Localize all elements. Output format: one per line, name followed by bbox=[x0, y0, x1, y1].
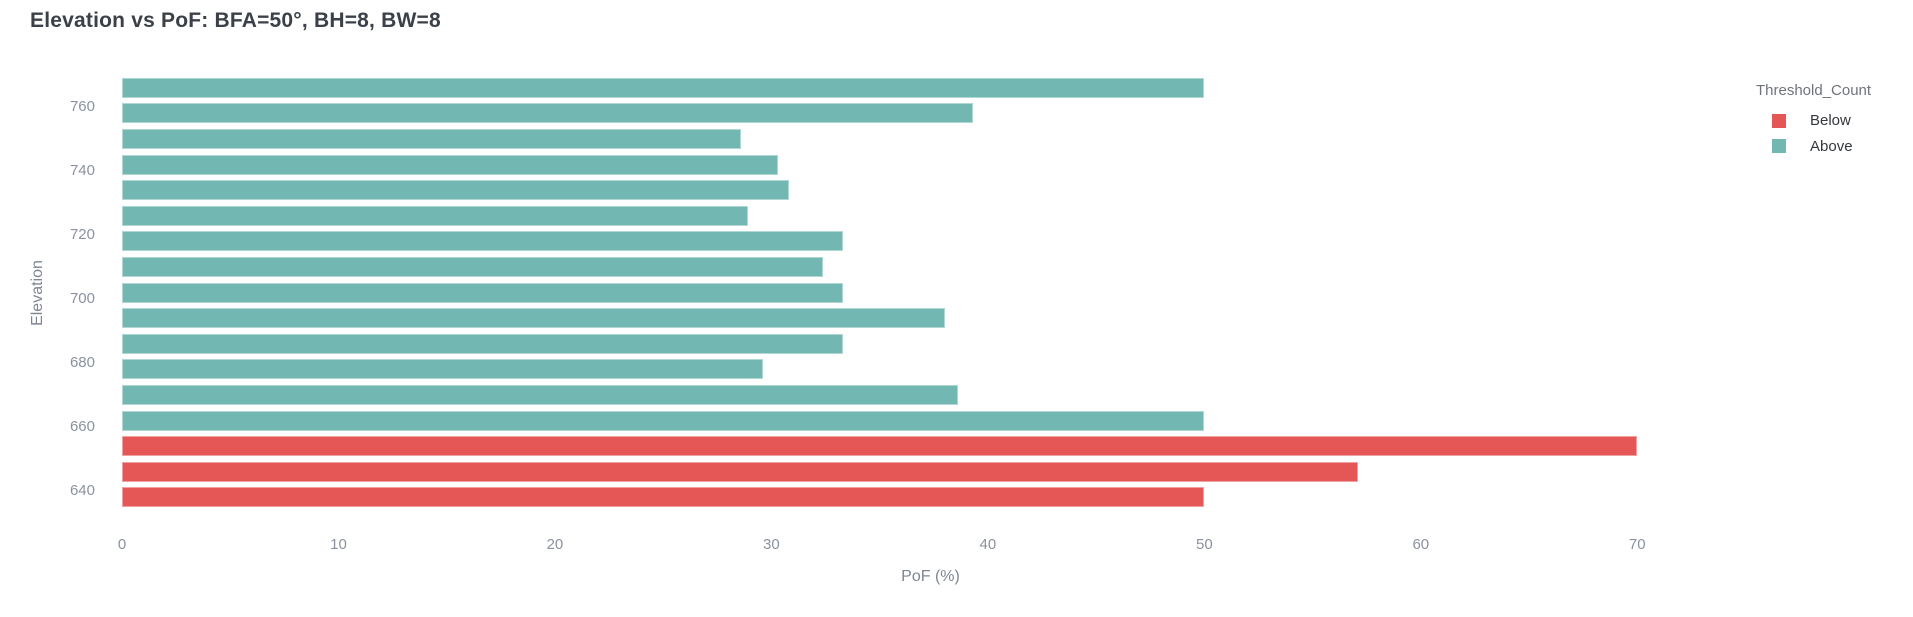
bar-elevation-638 bbox=[122, 487, 1205, 508]
bar-elevation-734 bbox=[122, 180, 789, 201]
bar-row bbox=[122, 408, 1739, 434]
bar-elevation-758 bbox=[122, 103, 973, 124]
bar-row bbox=[122, 229, 1739, 255]
bar-row bbox=[122, 126, 1739, 152]
x-tick-label-20: 20 bbox=[546, 536, 564, 553]
x-tick-label-40: 40 bbox=[979, 536, 997, 553]
x-tick-label-10: 10 bbox=[330, 536, 347, 553]
bar-elevation-694 bbox=[122, 308, 945, 329]
legend-swatch-icon bbox=[1772, 139, 1786, 154]
y-tick-label-640: 640 bbox=[69, 482, 95, 499]
bar-elevation-766 bbox=[122, 77, 1205, 98]
x-tick-label-0: 0 bbox=[117, 536, 127, 553]
y-tick-label-680: 680 bbox=[69, 354, 95, 371]
x-tick-label-50: 50 bbox=[1195, 536, 1213, 553]
bar-elevation-678 bbox=[122, 359, 763, 380]
y-axis-tick-labels: 760 740 720 700 680 660 640 bbox=[0, 75, 112, 511]
legend-item-label: Below bbox=[1810, 112, 1851, 130]
bar-row bbox=[122, 331, 1739, 357]
bar-elevation-662 bbox=[122, 410, 1205, 431]
bar-elevation-710 bbox=[122, 256, 824, 277]
bar-elevation-718 bbox=[122, 231, 843, 252]
y-tick-label-700: 700 bbox=[69, 290, 95, 307]
bar-elevation-726 bbox=[122, 205, 748, 226]
bar-elevation-750 bbox=[122, 128, 742, 149]
chart-title: Elevation vs PoF: BFA=50°, BH=8, BW=8 bbox=[30, 9, 441, 32]
bar-row bbox=[122, 357, 1739, 383]
bar-elevation-686 bbox=[122, 333, 843, 354]
bar-row bbox=[122, 485, 1739, 511]
bar-row bbox=[122, 382, 1739, 408]
x-axis-title: PoF (%) bbox=[901, 568, 960, 585]
bar-row bbox=[122, 433, 1739, 459]
bar-elevation-702 bbox=[122, 282, 843, 303]
bar-row bbox=[122, 305, 1739, 331]
bar-elevation-654 bbox=[122, 436, 1638, 457]
legend-item-label: Above bbox=[1810, 137, 1853, 155]
bar-elevation-670 bbox=[122, 384, 958, 405]
legend-item-below: Below bbox=[1756, 108, 1912, 134]
bar-row bbox=[122, 203, 1739, 229]
legend-title: Threshold_Count bbox=[1756, 82, 1872, 99]
bar-row bbox=[122, 101, 1739, 127]
plot-area bbox=[122, 75, 1739, 511]
x-tick-label-60: 60 bbox=[1412, 536, 1430, 553]
bar-row bbox=[122, 254, 1739, 280]
x-axis-tick-labels: 0 10 20 30 40 50 60 70 bbox=[118, 536, 1739, 556]
y-tick-label-760: 760 bbox=[69, 98, 95, 115]
legend-swatch-icon bbox=[1772, 113, 1786, 128]
x-tick-label-30: 30 bbox=[763, 536, 780, 553]
bar-row bbox=[122, 75, 1739, 101]
bar-row bbox=[122, 177, 1739, 203]
legend-item-above: Above bbox=[1756, 134, 1912, 160]
y-tick-label-720: 720 bbox=[69, 226, 95, 243]
legend-items: Below Above bbox=[1756, 108, 1912, 159]
legend: Threshold_Count Below Above bbox=[1756, 82, 1912, 159]
bar-elevation-646 bbox=[122, 461, 1359, 482]
bar-row bbox=[122, 280, 1739, 306]
bar-elevation-742 bbox=[122, 154, 778, 175]
bar-row bbox=[122, 459, 1739, 485]
y-tick-label-740: 740 bbox=[69, 162, 95, 179]
bar-row bbox=[122, 152, 1739, 178]
x-tick-label-70: 70 bbox=[1628, 536, 1646, 553]
y-tick-label-660: 660 bbox=[69, 418, 95, 435]
